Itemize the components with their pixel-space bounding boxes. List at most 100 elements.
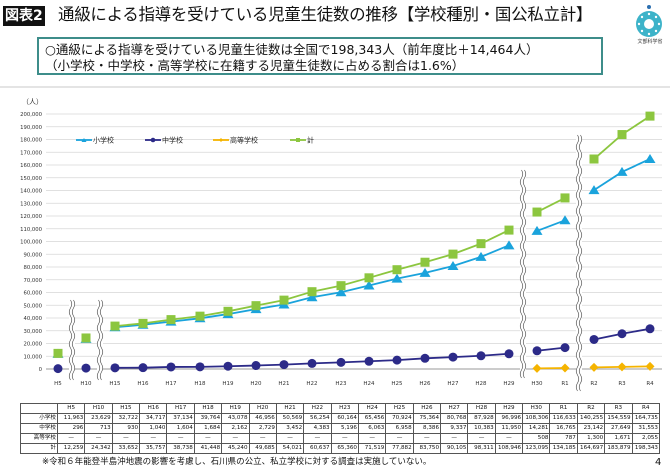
data-point-triangle [447, 261, 459, 271]
table-cell: 5,196 [330, 423, 359, 434]
table-cell: 37,134 [166, 413, 195, 424]
axis-break-mark [71, 299, 76, 381]
data-point-triangle [503, 240, 515, 250]
data-point-circle [53, 364, 63, 374]
data-point-square [645, 111, 655, 121]
column-header: H18 [193, 403, 223, 414]
table-cell: 164,697 [576, 443, 606, 454]
y-tick-label: 40,000 [23, 316, 42, 322]
legend-square-icon [296, 138, 300, 142]
page-title: 通級による指導を受けている児童生徒数の推移【学校種別・国公私立計】 [58, 5, 593, 24]
data-point-diamond [645, 361, 655, 371]
table-cell: 60,164 [330, 413, 359, 424]
data-point-circle [392, 355, 402, 365]
data-point-diamond [589, 362, 599, 372]
data-point-square [53, 348, 63, 358]
table-cell: 35,757 [139, 443, 168, 454]
y-tick-label: 120,000 [20, 214, 43, 220]
table-cell: 65,456 [357, 413, 387, 424]
table-cell: — [139, 433, 168, 444]
table-cell: 713 [84, 423, 113, 434]
figure-badge: 図表2 [3, 6, 45, 26]
y-tick-label: 160,000 [20, 163, 43, 169]
x-tick-label: H16 [137, 381, 149, 387]
table-cell: 24,342 [84, 443, 113, 454]
data-point-diamond [532, 363, 542, 373]
y-tick-label: 70,000 [23, 278, 42, 284]
y-tick-label: 30,000 [23, 329, 42, 335]
table-cell: — [221, 433, 250, 444]
table-cell: 1,684 [193, 423, 223, 434]
table-cell: — [385, 433, 414, 444]
table-cell: 123,095 [522, 443, 551, 454]
table-cell: 1,300 [576, 433, 606, 444]
y-tick-label: 200,000 [20, 112, 43, 118]
axis-break-mask [520, 170, 526, 392]
y-tick-label: 90,000 [23, 252, 42, 258]
data-point-triangle [531, 225, 543, 235]
row-label: 中学校 [20, 423, 58, 434]
data-point-square [307, 287, 317, 297]
data-point-diamond [617, 362, 627, 372]
table-cell: 2,729 [248, 423, 277, 434]
table-cell: 31,553 [631, 423, 661, 434]
column-header: H10 [84, 403, 113, 414]
table-cell: 6,958 [385, 423, 414, 434]
axis-break-mark [519, 169, 524, 379]
row-label: 小学校 [20, 413, 58, 424]
x-tick-label: H17 [165, 381, 177, 387]
table-cell: 41,448 [193, 443, 223, 454]
x-tick-label: R1 [561, 381, 568, 387]
data-point-circle [307, 358, 317, 368]
column-header: H17 [166, 403, 195, 414]
series-line-計 [536, 197, 566, 213]
ministry-logo-icon [636, 5, 662, 37]
legend-triangle-icon [81, 138, 87, 142]
table-cell: 54,021 [275, 443, 305, 454]
data-point-square [364, 273, 374, 283]
data-point-circle [110, 363, 120, 373]
data-point-circle [476, 351, 486, 361]
data-point-triangle [306, 292, 318, 302]
data-point-square [392, 265, 402, 275]
y-tick-label: 20,000 [23, 342, 42, 348]
x-tick-label: H15 [109, 381, 121, 387]
table-cell: — [166, 433, 195, 444]
x-tick-label: H27 [447, 381, 459, 387]
data-point-triangle [644, 153, 656, 163]
data-point-square [560, 193, 570, 203]
table-cell: 65,360 [330, 443, 359, 454]
x-tick-label: R2 [590, 381, 597, 387]
table-row: 中学校 296 713 930 1,040 1,604 1,684 2,162 2,729 3,4… [20, 423, 661, 434]
x-tick-label: R3 [618, 381, 626, 387]
corner-cell [20, 403, 58, 414]
table-cell: 508 [522, 433, 551, 444]
series-line-計 [114, 229, 510, 327]
table-cell: 83,750 [412, 443, 442, 454]
column-header: R1 [549, 403, 578, 414]
y-tick-label: 10,000 [23, 354, 42, 360]
legend-diamond-icon [219, 138, 223, 142]
data-point-circle [364, 356, 374, 366]
data-point-square [532, 207, 542, 217]
table-cell: 116,633 [549, 413, 578, 424]
column-header: H25 [385, 403, 414, 414]
data-point-diamond [560, 363, 570, 373]
table-cell: 9,337 [440, 423, 469, 434]
table-cell: — [357, 433, 387, 444]
column-header: R2 [576, 403, 606, 414]
table-cell: 45,240 [221, 443, 250, 454]
table-cell: 16,765 [549, 423, 578, 434]
axis-break-mask [97, 300, 103, 392]
table-cell: 98,311 [467, 443, 496, 454]
table-cell: 46,956 [248, 413, 277, 424]
table-cell: 49,685 [248, 443, 277, 454]
axis-break-mask [69, 300, 75, 392]
table-cell: 8,386 [412, 423, 442, 434]
data-point-square [336, 281, 346, 291]
axis-break-mark [575, 134, 580, 392]
table-cell: 154,559 [604, 413, 633, 424]
data-point-square [617, 130, 627, 140]
legend-label: 小学校 [93, 136, 114, 145]
column-header: H29 [494, 403, 524, 414]
